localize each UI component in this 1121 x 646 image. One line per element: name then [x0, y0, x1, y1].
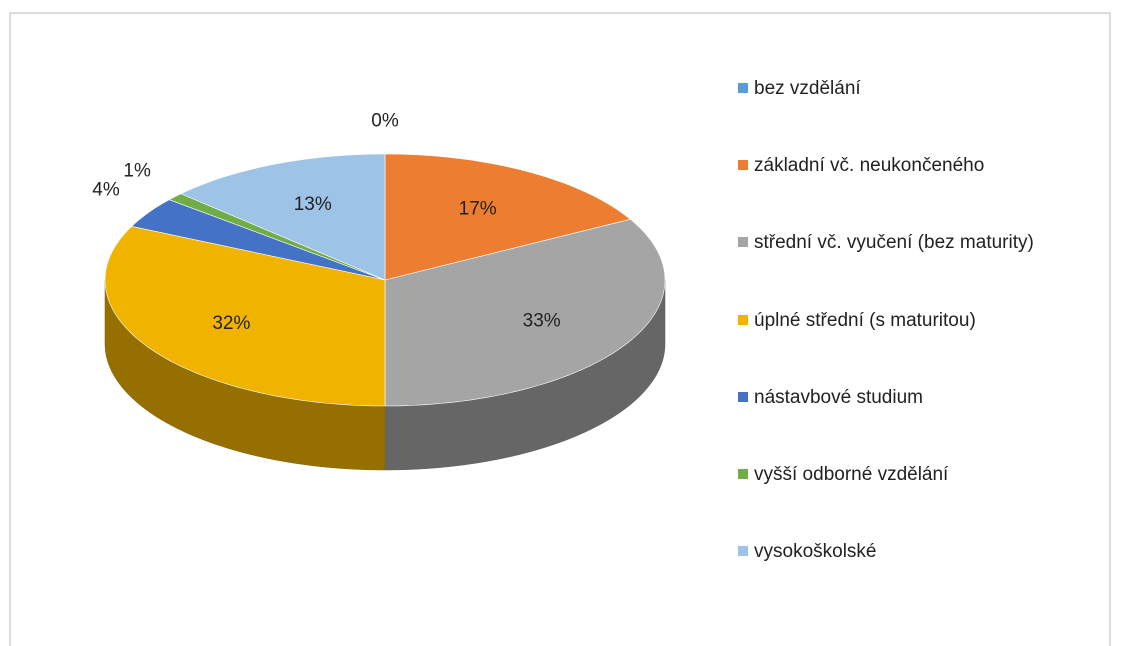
- chart-border: [9, 12, 1111, 646]
- legend-label: bez vzdělání: [754, 78, 861, 99]
- pie-slice: [104, 226, 386, 407]
- data-label: 0%: [371, 110, 399, 131]
- legend-swatch: [738, 314, 748, 325]
- legend-item: vysokoškolské: [738, 538, 1104, 565]
- legend-swatch: [738, 546, 748, 557]
- legend-swatch: [738, 160, 748, 171]
- legend-swatch: [738, 391, 748, 402]
- legend-item: úplné střední (s maturitou): [738, 307, 1104, 334]
- legend-swatch: [738, 237, 748, 248]
- legend-item: vyšší odborné vzdělání: [738, 461, 1104, 488]
- legend-label: nástavbové studium: [754, 386, 923, 408]
- pie-slice: [384, 153, 632, 281]
- legend-label: vyšší odborné vzdělání: [754, 464, 949, 485]
- legend-label: úplné střední (s maturitou): [754, 309, 976, 331]
- data-label: 13%: [294, 194, 332, 215]
- data-label: 1%: [123, 161, 151, 182]
- legend-label: základní vč. neukončeného: [754, 155, 985, 177]
- data-label: 32%: [212, 313, 250, 334]
- legend-item: základní vč. neukončeného: [738, 152, 1104, 179]
- legend-label: vysokoškolské: [754, 541, 877, 563]
- pie-slice: [131, 199, 386, 281]
- data-label: 33%: [523, 311, 561, 332]
- pie-slice: [384, 218, 666, 407]
- legend-item: bez vzdělání: [738, 75, 1104, 102]
- legend-label: střední vč. vyučení (bez maturity): [754, 232, 1034, 254]
- legend-item: střední vč. vyučení (bez maturity): [738, 229, 1104, 256]
- legend-swatch: [738, 83, 748, 93]
- legend-swatch: [738, 469, 748, 479]
- pie-slice: [180, 153, 386, 281]
- legend-item: nástavbové studium: [738, 384, 1104, 411]
- data-label: 17%: [459, 199, 497, 220]
- data-label: 4%: [92, 179, 120, 200]
